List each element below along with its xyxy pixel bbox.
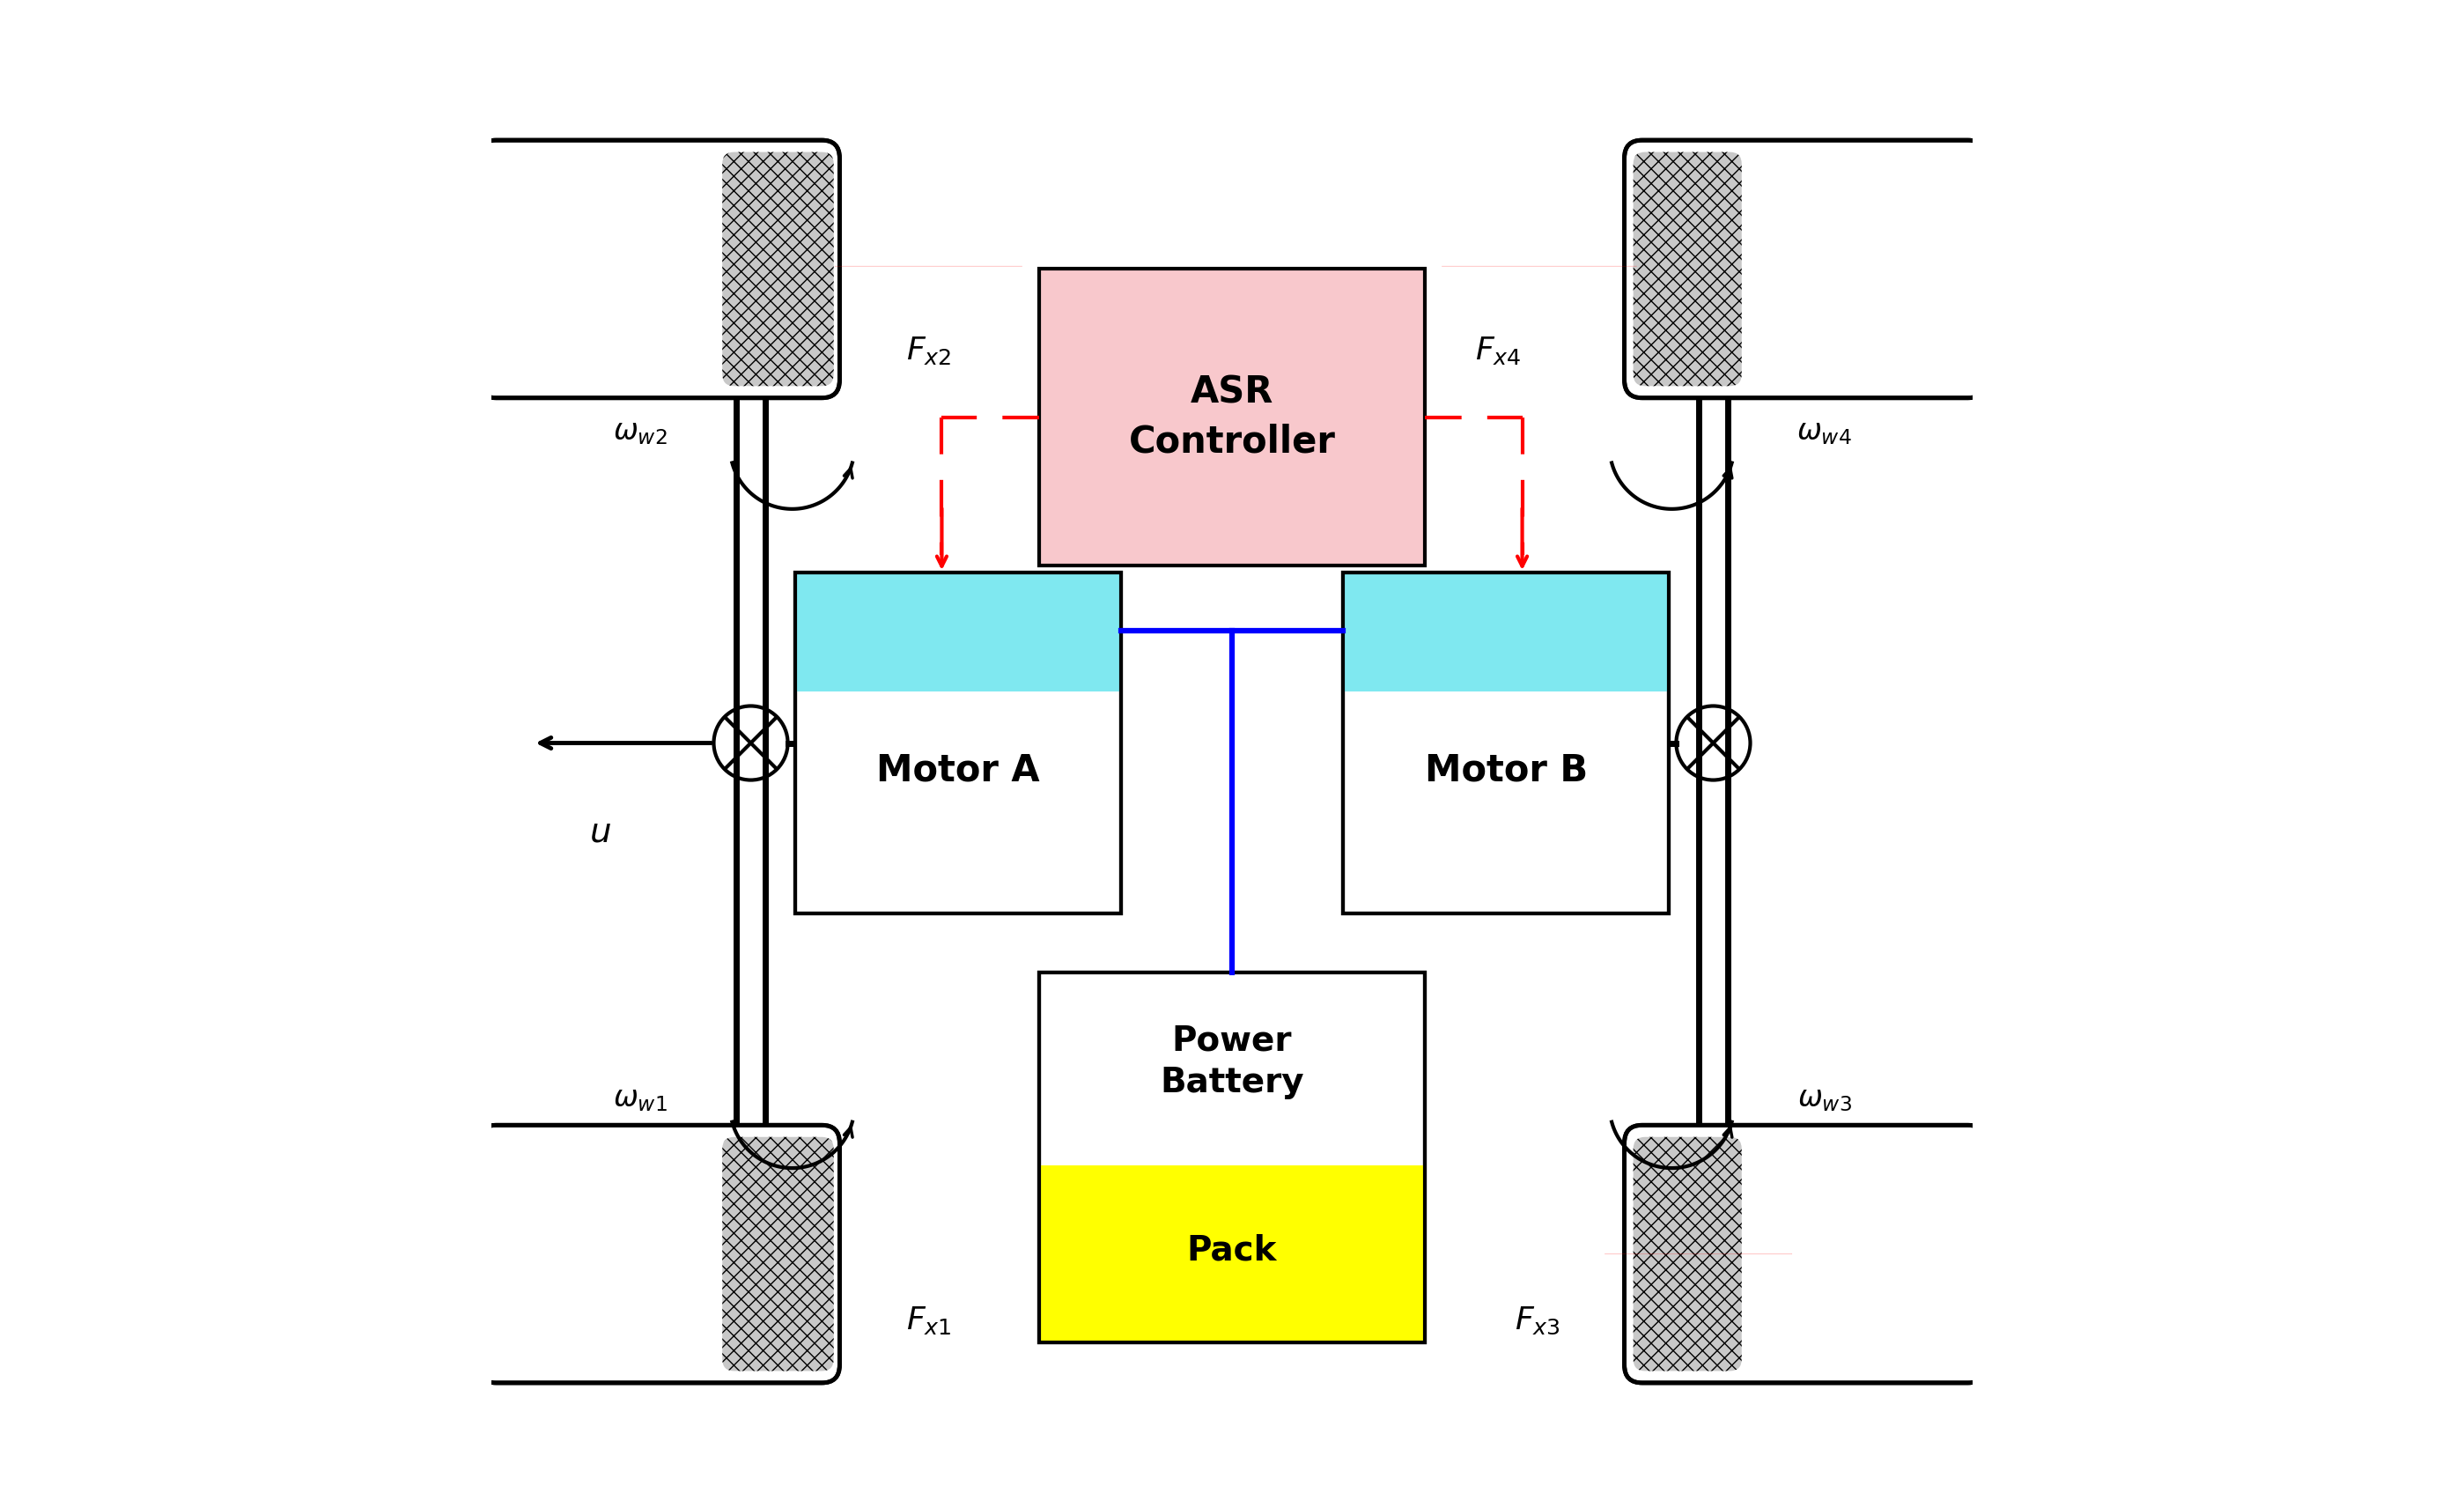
Text: $\omega_{w4}$: $\omega_{w4}$ [1796, 418, 1853, 446]
Text: $\omega_{w2}$: $\omega_{w2}$ [614, 418, 668, 446]
Bar [1040, 1165, 1424, 1343]
Text: Motor A: Motor A [877, 752, 1040, 789]
Text: $F_{x3}$: $F_{x3}$ [1515, 1305, 1560, 1336]
Text: Power
Battery: Power Battery [1161, 1024, 1303, 1098]
FancyBboxPatch shape [722, 152, 833, 386]
Text: $F_{x2}$: $F_{x2}$ [907, 334, 951, 367]
Text: Motor B: Motor B [1424, 752, 1587, 789]
FancyBboxPatch shape [1624, 1125, 1986, 1383]
Bar [1343, 572, 1668, 692]
Bar [1343, 572, 1668, 914]
Bar [796, 572, 1121, 914]
Bar [1040, 972, 1424, 1343]
Text: Pack: Pack [1188, 1233, 1276, 1268]
Bar [1040, 972, 1424, 1343]
FancyBboxPatch shape [478, 140, 840, 398]
FancyBboxPatch shape [1634, 152, 1742, 386]
Bar [1343, 572, 1668, 914]
FancyBboxPatch shape [722, 1137, 833, 1372]
FancyBboxPatch shape [1624, 140, 1986, 398]
Text: ASR
Controller: ASR Controller [1129, 374, 1335, 461]
Text: $\omega_{w3}$: $\omega_{w3}$ [1796, 1083, 1850, 1113]
Text: $u$: $u$ [589, 816, 611, 849]
FancyBboxPatch shape [1634, 1137, 1742, 1372]
Bar [1040, 269, 1424, 565]
Text: $F_{x4}$: $F_{x4}$ [1476, 334, 1523, 367]
Bar [796, 572, 1121, 914]
Text: $F_{x1}$: $F_{x1}$ [907, 1305, 951, 1336]
Bar [796, 572, 1121, 692]
Text: $\omega_{w1}$: $\omega_{w1}$ [614, 1083, 668, 1113]
FancyBboxPatch shape [478, 1125, 840, 1383]
